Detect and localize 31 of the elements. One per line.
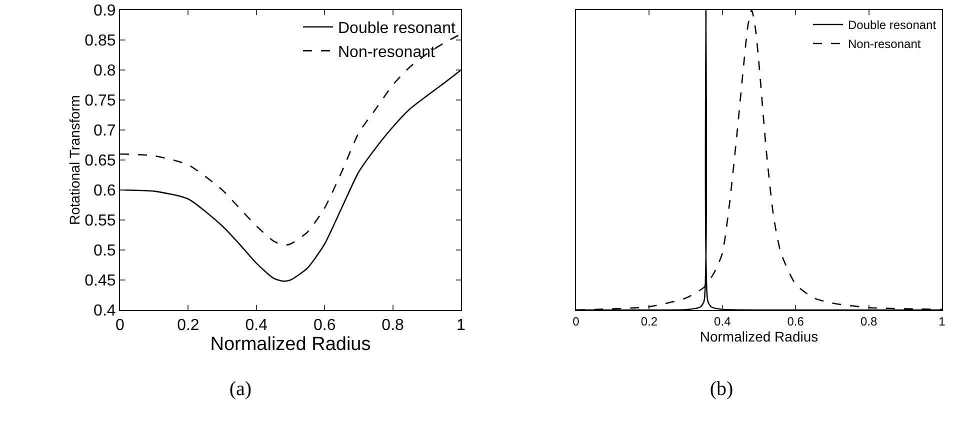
x-tick-label: 1	[456, 317, 466, 334]
y-tick-label: 0.65	[84, 152, 116, 170]
y-tick-label: 0.7	[94, 122, 116, 140]
legend-label: Double resonant	[848, 18, 937, 32]
legend-label: Double resonant	[338, 20, 456, 38]
x-tick-label: 0	[116, 317, 125, 334]
x-tick-label: 1	[938, 314, 946, 328]
y-axis-title: Rotational Transform	[66, 95, 83, 225]
text: (b)	[708, 378, 734, 401]
y-tick-label: 0.5	[94, 242, 116, 260]
legend-label: Non-resonant	[848, 37, 922, 52]
y-tick-label: 0.6	[94, 182, 116, 200]
x-tick-label: 0.4	[245, 317, 268, 334]
legend-label: Non-resonant	[338, 44, 436, 61]
y-tick-label: 0.75	[84, 92, 116, 110]
x-tick-label: 0	[572, 314, 580, 328]
x-tick-label: 0.2	[640, 314, 658, 328]
y-tick-label: 0.55	[84, 212, 116, 230]
x-tick-label: 0.8	[860, 314, 878, 328]
x-tick-label: 0.6	[787, 314, 804, 328]
y-tick-label: 0.45	[84, 272, 116, 290]
x-tick-label: 0.6	[313, 317, 336, 334]
y-tick-label: 0.8	[94, 62, 116, 80]
x-tick-label: 0.2	[177, 317, 200, 334]
x-axis-title: Normalized Radius	[700, 328, 818, 344]
text: (a)	[228, 378, 253, 401]
x-axis-title: Normalized Radius	[210, 334, 371, 356]
y-tick-label: 0.85	[84, 32, 116, 50]
x-tick-label: 0.8	[382, 317, 404, 334]
y-tick-label: 0.9	[94, 2, 116, 20]
x-tick-label: 0.4	[714, 314, 732, 328]
